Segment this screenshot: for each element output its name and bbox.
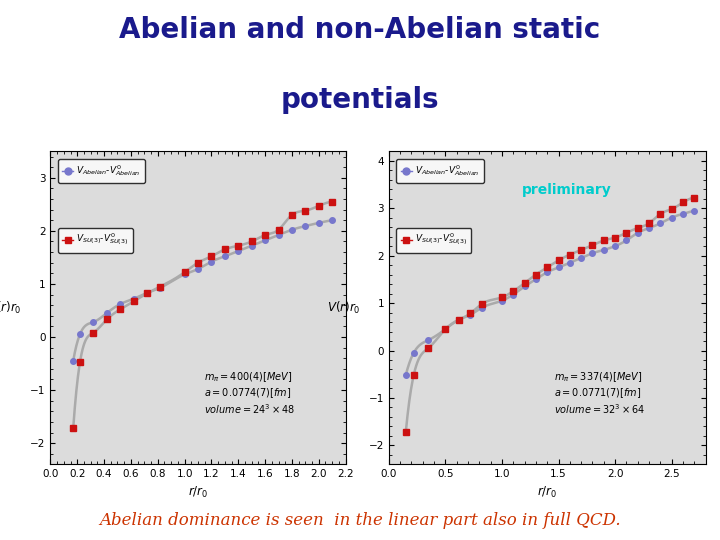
X-axis label: $r/r_0$: $r/r_0$ [537, 485, 557, 500]
Text: Abelian and non-Abelian static: Abelian and non-Abelian static [120, 16, 600, 44]
Y-axis label: $V(r)r_0$: $V(r)r_0$ [327, 300, 360, 316]
Legend: $V_{SU(3)}$-$V^0_{SU(3)}$: $V_{SU(3)}$-$V^0_{SU(3)}$ [58, 228, 133, 253]
Text: preliminary: preliminary [522, 183, 611, 197]
Text: potentials: potentials [281, 86, 439, 114]
Legend: $V_{SU(3)}$-$V^0_{SU(3)}$: $V_{SU(3)}$-$V^0_{SU(3)}$ [397, 228, 472, 253]
Text: $m_{\pi} = 400(4)[MeV]$
$a = 0.0774(7)[fm]$
$volume = 24^3 \times 48$: $m_{\pi} = 400(4)[MeV]$ $a = 0.0774(7)[f… [204, 370, 294, 416]
Text: Abelian dominance is seen  in the linear part also in full QCD.: Abelian dominance is seen in the linear … [99, 512, 621, 529]
Y-axis label: $V(r)r_0$: $V(r)r_0$ [0, 300, 22, 316]
X-axis label: $r/r_0$: $r/r_0$ [188, 485, 208, 500]
Text: $m_{\pi} = 337(4)[MeV]$
$a = 0.0771(7)[fm]$
$volume = 32^3 \times 64$: $m_{\pi} = 337(4)[MeV]$ $a = 0.0771(7)[f… [554, 370, 644, 416]
